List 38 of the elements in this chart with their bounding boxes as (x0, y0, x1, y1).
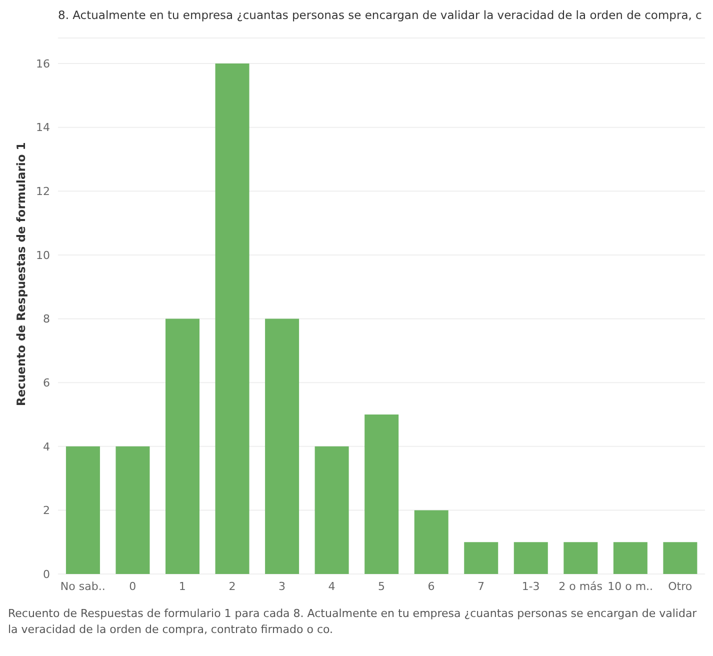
bar (116, 446, 150, 574)
x-tick-label: 1 (178, 580, 186, 593)
chart-title: 8. Actualmente en tu empresa ¿cuantas personas se encargan de validar la veracidad de la orden de compra, c (57, 8, 703, 24)
x-tick-label: 0 (129, 580, 136, 593)
bar (613, 542, 648, 574)
bar (663, 542, 698, 574)
y-tick-label: 0 (43, 568, 50, 581)
x-tick-label: 4 (328, 580, 336, 593)
bar (364, 414, 399, 574)
bar (464, 542, 498, 574)
x-tick-label: 5 (378, 580, 385, 593)
text: Recuento de Respuestas de formulario 1 para cada 8. Actualmente en tu empresa ¿cuantas personas se encargan de validar la veracidad de la orden de compra, contrato firmado o co. (8, 606, 698, 638)
x-tick-label: Otro (668, 580, 692, 593)
bar (166, 318, 200, 574)
bar (215, 64, 250, 574)
x-tick-label: 2 o más (558, 580, 603, 593)
bar (564, 542, 598, 574)
y-tick-label: 12 (36, 185, 50, 198)
x-tick-label: 7 (478, 580, 485, 593)
y-tick-label: 6 (43, 376, 50, 390)
y-tick-label: 2 (43, 504, 50, 518)
x-tick-label: 2 (228, 580, 236, 593)
x-tick-label: 6 (428, 580, 435, 593)
x-tick-label: 3 (278, 580, 286, 593)
x-tick-label: 1-3 (522, 580, 540, 593)
bar (314, 446, 349, 574)
x-tick-label: 10 o m.. (608, 580, 654, 593)
y-axis-title: Recuento de Respuestas de formulario 1 (14, 142, 28, 406)
bar (66, 446, 100, 574)
y-tick-label: 4 (43, 440, 50, 454)
bar (265, 318, 300, 574)
bar (514, 542, 548, 574)
y-tick-label: 8 (43, 312, 50, 326)
y-tick-label: 14 (36, 121, 50, 134)
y-tick-label: 16 (36, 57, 50, 70)
x-tick-label: No sab.. (60, 580, 106, 593)
bar (414, 510, 448, 574)
y-tick-label: 10 (36, 248, 50, 262)
